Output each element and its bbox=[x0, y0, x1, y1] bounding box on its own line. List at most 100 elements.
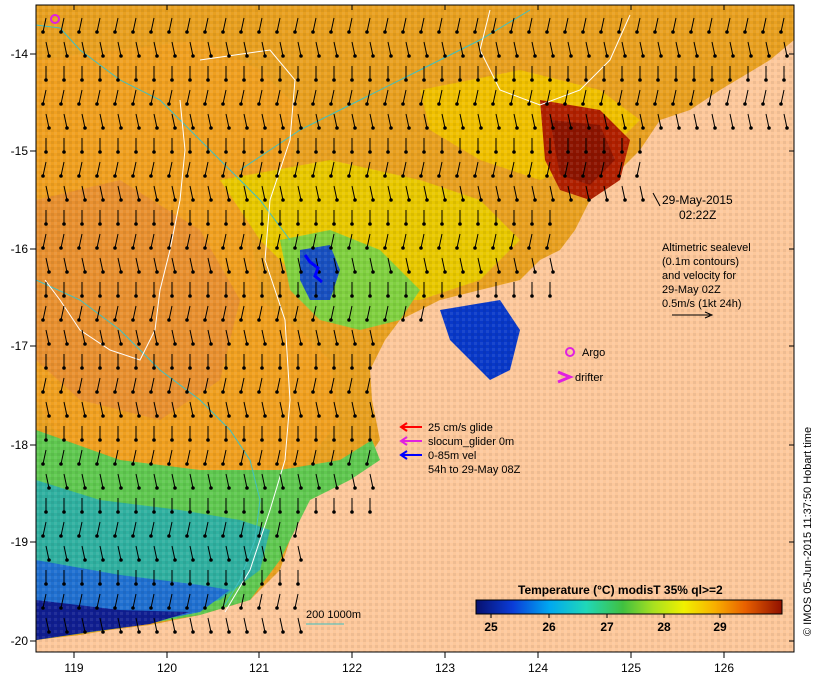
velocity-arrow-head bbox=[113, 102, 117, 106]
velocity-arrow-head bbox=[461, 126, 465, 130]
velocity-arrow-head bbox=[137, 54, 141, 58]
velocity-arrow bbox=[744, 89, 749, 105]
velocity-arrow-head bbox=[329, 102, 333, 106]
velocity-arrow bbox=[420, 89, 425, 105]
velocity-arrow bbox=[297, 545, 302, 561]
velocity-arrow-head bbox=[296, 510, 300, 514]
velocity-arrow-head bbox=[101, 126, 105, 130]
velocity-arrow bbox=[132, 161, 137, 177]
velocity-arrow bbox=[132, 305, 137, 321]
velocity-arrow-head bbox=[383, 174, 387, 178]
velocity-arrow bbox=[564, 89, 569, 105]
velocity-arrow-head bbox=[149, 318, 153, 322]
velocity-arrow bbox=[225, 401, 230, 417]
velocity-arrow bbox=[297, 401, 302, 417]
velocity-arrow bbox=[150, 449, 155, 465]
velocity-arrow-head bbox=[191, 558, 195, 562]
velocity-arrow-head bbox=[203, 30, 207, 34]
velocity-arrow bbox=[294, 89, 299, 105]
velocity-arrow-head bbox=[275, 534, 279, 538]
velocity-arrow-head bbox=[239, 462, 243, 466]
velocity-arrow-head bbox=[191, 126, 195, 130]
velocity-arrow-head bbox=[95, 30, 99, 34]
velocity-arrow bbox=[204, 593, 209, 609]
velocity-arrow-head bbox=[221, 462, 225, 466]
velocity-arrow bbox=[564, 161, 569, 177]
velocity-arrow bbox=[243, 545, 248, 561]
velocity-arrow-head bbox=[62, 294, 66, 298]
velocity-arrow-head bbox=[437, 246, 441, 250]
x-tick-label: 119 bbox=[64, 661, 83, 675]
velocity-arrow bbox=[333, 329, 338, 345]
velocity-arrow-head bbox=[149, 102, 153, 106]
velocity-arrow-head bbox=[314, 438, 318, 442]
velocity-arrow bbox=[423, 113, 428, 129]
velocity-arrow-head bbox=[368, 150, 372, 154]
velocity-arrow-head bbox=[779, 30, 783, 34]
velocity-arrow bbox=[96, 161, 101, 177]
velocity-arrow bbox=[495, 113, 500, 129]
velocity-arrow-head bbox=[587, 126, 591, 130]
velocity-arrow-head bbox=[371, 126, 375, 130]
velocity-arrow-head bbox=[545, 30, 549, 34]
velocity-arrow-head bbox=[371, 342, 375, 346]
velocity-arrow-head bbox=[293, 462, 297, 466]
velocity-arrow bbox=[330, 377, 335, 393]
velocity-arrow bbox=[513, 41, 518, 57]
velocity-arrow-head bbox=[494, 150, 498, 154]
velocity-arrow-head bbox=[170, 294, 174, 298]
velocity-arrow bbox=[42, 593, 47, 609]
velocity-arrow bbox=[186, 593, 191, 609]
velocity-arrow-head bbox=[170, 222, 174, 226]
velocity-arrow-head bbox=[278, 366, 282, 370]
velocity-arrow bbox=[78, 377, 83, 393]
velocity-arrow-head bbox=[155, 558, 159, 562]
velocity-arrow-head bbox=[617, 102, 621, 106]
velocity-arrows bbox=[41, 17, 789, 634]
velocity-arrow bbox=[672, 17, 677, 33]
velocity-arrow-head bbox=[281, 558, 285, 562]
velocity-arrow bbox=[636, 89, 641, 105]
velocity-arrow-head bbox=[206, 222, 210, 226]
velocity-arrow-head bbox=[617, 174, 621, 178]
velocity-arrow bbox=[276, 593, 281, 609]
velocity-arrow bbox=[96, 89, 101, 105]
velocity-arrow bbox=[171, 401, 176, 417]
colorbar-tick-label: 29 bbox=[713, 620, 727, 634]
velocity-arrow bbox=[153, 41, 158, 57]
velocity-arrow-head bbox=[401, 174, 405, 178]
velocity-arrow bbox=[78, 89, 83, 105]
velocity-arrow bbox=[726, 89, 731, 105]
velocity-arrow-head bbox=[77, 606, 81, 610]
velocity-arrow-head bbox=[383, 30, 387, 34]
velocity-arrow bbox=[60, 89, 65, 105]
velocity-arrow bbox=[258, 161, 263, 177]
velocity-arrow-head bbox=[185, 102, 189, 106]
velocity-arrow-head bbox=[113, 174, 117, 178]
velocity-arrow-head bbox=[335, 414, 339, 418]
velocity-arrow bbox=[135, 185, 140, 201]
velocity-arrow-head bbox=[47, 342, 51, 346]
velocity-arrow-head bbox=[188, 510, 192, 514]
velocity-arrow bbox=[582, 161, 587, 177]
velocity-arrow-head bbox=[347, 390, 351, 394]
velocity-arrow bbox=[693, 41, 698, 57]
velocity-arrow-head bbox=[458, 150, 462, 154]
velocity-arrow bbox=[366, 449, 371, 465]
velocity-arrow-head bbox=[80, 78, 84, 82]
velocity-arrow-head bbox=[203, 102, 207, 106]
velocity-arrow-head bbox=[383, 246, 387, 250]
velocity-arrow-head bbox=[335, 486, 339, 490]
velocity-arrow-head bbox=[425, 126, 429, 130]
velocity-arrow bbox=[99, 329, 104, 345]
velocity-arrow-head bbox=[167, 102, 171, 106]
velocity-arrow-head bbox=[653, 102, 657, 106]
velocity-arrow bbox=[348, 233, 353, 249]
velocity-arrow bbox=[636, 17, 641, 33]
velocity-arrow-head bbox=[353, 198, 357, 202]
velocity-arrow-head bbox=[185, 318, 189, 322]
velocity-arrow bbox=[366, 305, 371, 321]
velocity-arrow-head bbox=[440, 150, 444, 154]
velocity-arrow-head bbox=[239, 318, 243, 322]
velocity-arrow bbox=[549, 185, 554, 201]
